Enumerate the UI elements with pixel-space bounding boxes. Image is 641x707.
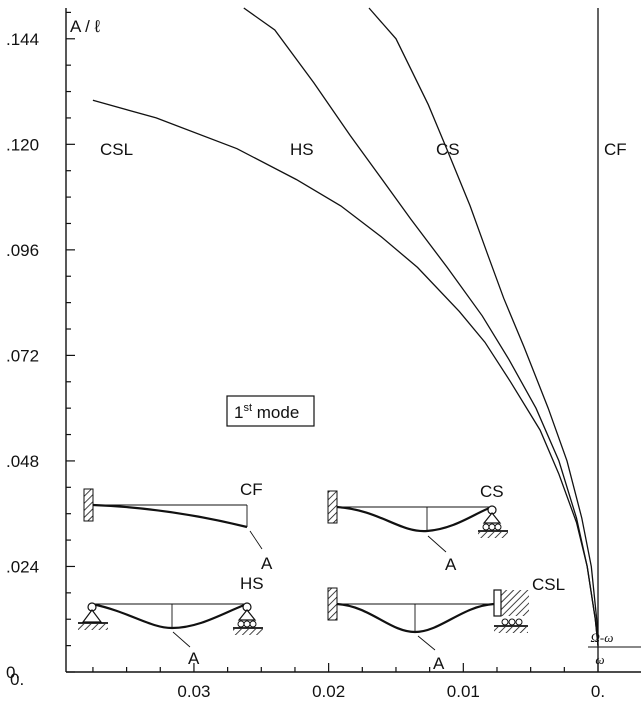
x-axis-label-denominator: ω: [595, 652, 604, 667]
series-label-cs: CS: [436, 140, 460, 159]
inset-cf-point-label: A: [261, 554, 273, 573]
x-tick-label: 0.: [591, 682, 605, 701]
inset-hs: A HS: [78, 574, 264, 668]
plot-frame: [65, 8, 641, 673]
axis-tick-labels: 0. .024 .048 .072 .096 .120 .144 0.03 0.02 0.01 0.…: [6, 30, 605, 701]
series-label-hs: HS: [290, 140, 314, 159]
mode-annotation-box: 1st mode: [226, 395, 315, 427]
y-tick-label: 0.: [6, 663, 20, 682]
x-axis-label-numerator: Ω-ω: [591, 630, 614, 645]
x-tick-label: 0.03: [177, 682, 210, 701]
series-line-hs: [243, 7, 599, 646]
inset-csl-point-label: A: [433, 654, 445, 673]
x-tick-label: 0.02: [312, 682, 345, 701]
origin-label: 0.: [10, 670, 24, 689]
y-tick-label: .096: [6, 241, 39, 260]
y-tick-label: .048: [6, 452, 39, 471]
mode-number: 1: [234, 403, 243, 422]
series-label-cf: CF: [604, 140, 627, 159]
inset-cs: A CS: [327, 482, 508, 574]
inset-cf-label: CF: [240, 480, 263, 499]
series-curves: [92, 7, 599, 672]
series-line-cs: [368, 7, 599, 646]
y-tick-label: .120: [6, 135, 39, 154]
inset-cs-label: CS: [480, 482, 504, 501]
inset-csl: A CSL: [327, 575, 565, 673]
y-tick-label: .072: [6, 346, 39, 365]
svg-text:1st mode: 1st mode: [234, 402, 299, 422]
inset-cs-point-label: A: [445, 555, 457, 574]
mode-superscript: st: [243, 402, 252, 414]
inset-cf: A CF: [83, 480, 273, 573]
inset-csl-label: CSL: [532, 575, 565, 594]
y-tick-label: .024: [6, 557, 39, 576]
axis-ticks: [66, 11, 599, 673]
inset-hs-label: HS: [240, 574, 264, 593]
series-line-csl: [92, 99, 599, 646]
x-tick-label: 0.01: [447, 682, 480, 701]
series-label-csl: CSL: [100, 140, 133, 159]
y-tick-label: .144: [6, 30, 39, 49]
y-axis-label: A / ℓ: [70, 17, 101, 36]
inset-hs-point-label: A: [188, 649, 200, 668]
mode-text: mode: [252, 403, 299, 422]
